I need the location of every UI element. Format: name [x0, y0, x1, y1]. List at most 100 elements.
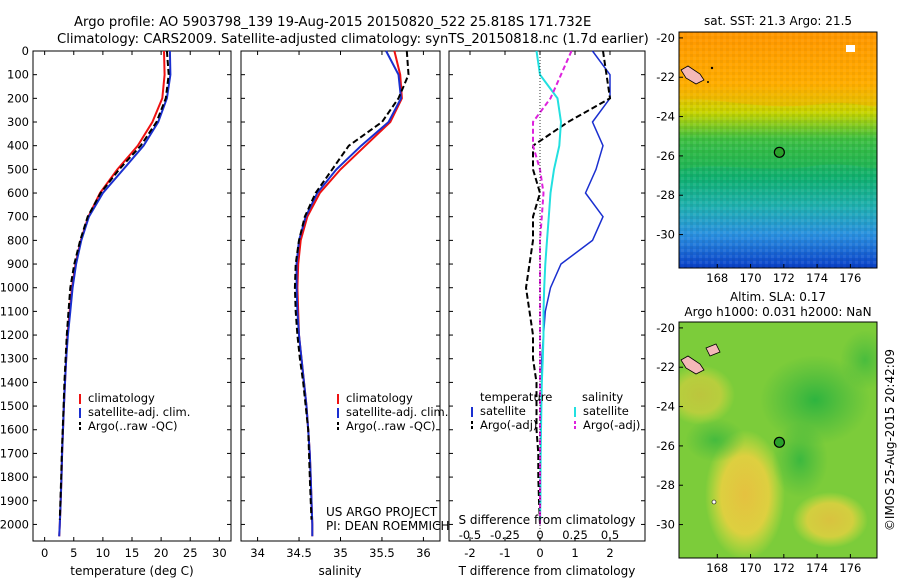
x-tick-label: 36	[416, 546, 431, 560]
s-tick-label: 0.5	[601, 528, 619, 542]
x-tick-label: 34.5	[286, 546, 312, 560]
map-y-tick-label: -22	[656, 360, 675, 374]
temperature-xlabel: temperature (deg C)	[70, 564, 193, 578]
x-tick-label: 1	[571, 546, 578, 560]
sla-low-anomaly	[685, 418, 745, 462]
series-line	[58, 50, 170, 520]
depth-tick-label: 1300	[0, 352, 29, 366]
map-y-tick-label: -20	[656, 321, 675, 335]
map-x-tick-label: 172	[773, 271, 795, 285]
depth-tick-label: 1900	[0, 494, 29, 508]
depth-tick-label: 500	[7, 162, 29, 176]
series-line	[535, 50, 563, 525]
legend-label: satellite-adj. clim.	[88, 405, 190, 419]
island-icon	[680, 65, 705, 85]
sst-map-title: sat. SST: 21.3 Argo: 21.5	[704, 14, 852, 28]
map-x-tick-label: 170	[740, 561, 762, 575]
header-line1: Argo profile: AO 5903798_139 19-Aug-2015…	[74, 15, 591, 30]
sla-map-frame	[678, 321, 878, 559]
map-x-tick-label: 176	[839, 561, 861, 575]
legend-label: climatology	[88, 391, 155, 405]
sst-map: sat. SST: 21.3 Argo: 21.5 168 170 172 174 17…	[656, 14, 878, 285]
map-x-tick-label: 174	[806, 561, 828, 575]
map-x-tick-label: 172	[773, 561, 795, 575]
legend-label: satellite-adj. clim.	[346, 405, 448, 419]
island-icon	[680, 355, 705, 375]
difference-xlabel: T difference from climatology	[458, 564, 636, 578]
sla-low-anomaly	[760, 355, 870, 445]
sla-map-ticks: 168 170 172 174 176 -20 -22 -24 -26 -28 -30	[656, 321, 861, 575]
argo-location-marker	[773, 146, 785, 158]
island-dot	[711, 499, 717, 505]
depth-tick-label: 1800	[0, 470, 29, 484]
depth-tick-label: 1100	[0, 304, 29, 318]
salinity-panel-frame	[240, 50, 441, 542]
legend-label: satellite	[480, 404, 526, 418]
sst-map-ticks: 168 170 172 174 176 -20 -22 -24 -26 -28 -30	[656, 31, 861, 285]
header-line2: Climatology: CARS2009. Satellite-adjuste…	[57, 32, 649, 47]
legend-label: Argo(-adj)	[480, 418, 537, 432]
difference-xlabel-top: S difference from climatology	[459, 513, 636, 527]
island-dot	[710, 66, 714, 70]
depth-tick-label: 1400	[0, 375, 29, 389]
depth-tick-label: 800	[7, 233, 29, 247]
map-y-tick-label: -22	[656, 70, 675, 84]
sla-map: Altim. SLA: 0.17 Argo h1000: 0.031 h2000…	[656, 290, 878, 575]
x-tick-label: 35.5	[369, 546, 395, 560]
depth-tick-label: 200	[7, 91, 29, 105]
legend-title-temperature: temperature	[480, 390, 552, 404]
sla-high-anomaly	[792, 492, 868, 548]
series-line	[532, 50, 573, 525]
legend-label: climatology	[346, 391, 413, 405]
sla-low-anomaly	[772, 422, 828, 498]
depth-tick-label: 100	[7, 68, 29, 82]
map-y-tick-label: -28	[656, 188, 675, 202]
depth-tick-label: 1200	[0, 328, 29, 342]
map-y-tick-label: -30	[656, 518, 675, 532]
difference-panel-frame	[448, 50, 646, 542]
depth-tick-label: 900	[7, 257, 29, 271]
legend-label: satellite	[583, 404, 629, 418]
depth-axis: 0 100 200 300 400 500 600 700 800 900 1000 1100 1200…	[0, 44, 29, 531]
series-line	[295, 50, 403, 537]
map-y-tick-label: -26	[656, 149, 675, 163]
map-y-tick-label: -30	[656, 228, 675, 242]
difference-panel: -2 -1 0 1 2 -0.5 -0.25 0 0.25 0.5 temperature salin…	[449, 50, 645, 560]
x-tick-label: 25	[183, 546, 198, 560]
sla-high-anomaly	[705, 430, 785, 558]
map-y-tick-label: -24	[656, 110, 675, 124]
map-x-tick-label: 168	[706, 271, 728, 285]
depth-tick-label: 1700	[0, 446, 29, 460]
sla-title-line2: Argo h1000: 0.031 h2000: NaN	[684, 305, 871, 319]
x-tick-label: 30	[212, 546, 227, 560]
s-tick-label: -0.5	[459, 528, 481, 542]
depth-tick-label: 600	[7, 186, 29, 200]
depth-tick-label: 700	[7, 210, 29, 224]
salinity-xlabel: salinity	[318, 564, 361, 578]
depth-tick-label: 2000	[0, 517, 29, 531]
map-y-tick-label: -24	[656, 400, 675, 414]
x-tick-label: 15	[125, 546, 140, 560]
depth-tick-label: 1500	[0, 399, 29, 413]
series-line	[524, 50, 612, 525]
depth-tick-label: 300	[7, 115, 29, 129]
x-tick-label: 10	[96, 546, 111, 560]
depth-tick-label: 1600	[0, 423, 29, 437]
x-tick-label: -2	[464, 546, 475, 560]
argo-location-marker	[773, 436, 785, 448]
legend-title-salinity: salinity	[582, 390, 623, 404]
x-tick-label: 34	[250, 546, 265, 560]
island-icon	[705, 343, 721, 357]
salinity-panel: 34 34.5 35 35.5 36 climatologysatellite-adj. …	[241, 50, 448, 560]
sla-title-line1: Altim. SLA: 0.17	[730, 290, 826, 304]
x-tick-label: 0	[41, 546, 48, 560]
map-x-tick-label: 174	[806, 271, 828, 285]
map-y-tick-label: -28	[656, 478, 675, 492]
x-tick-label: -1	[499, 546, 510, 560]
series-line	[58, 50, 172, 537]
map-y-tick-label: -20	[656, 31, 675, 45]
s-tick-label: 0.25	[562, 528, 588, 542]
x-tick-label: 5	[70, 546, 77, 560]
